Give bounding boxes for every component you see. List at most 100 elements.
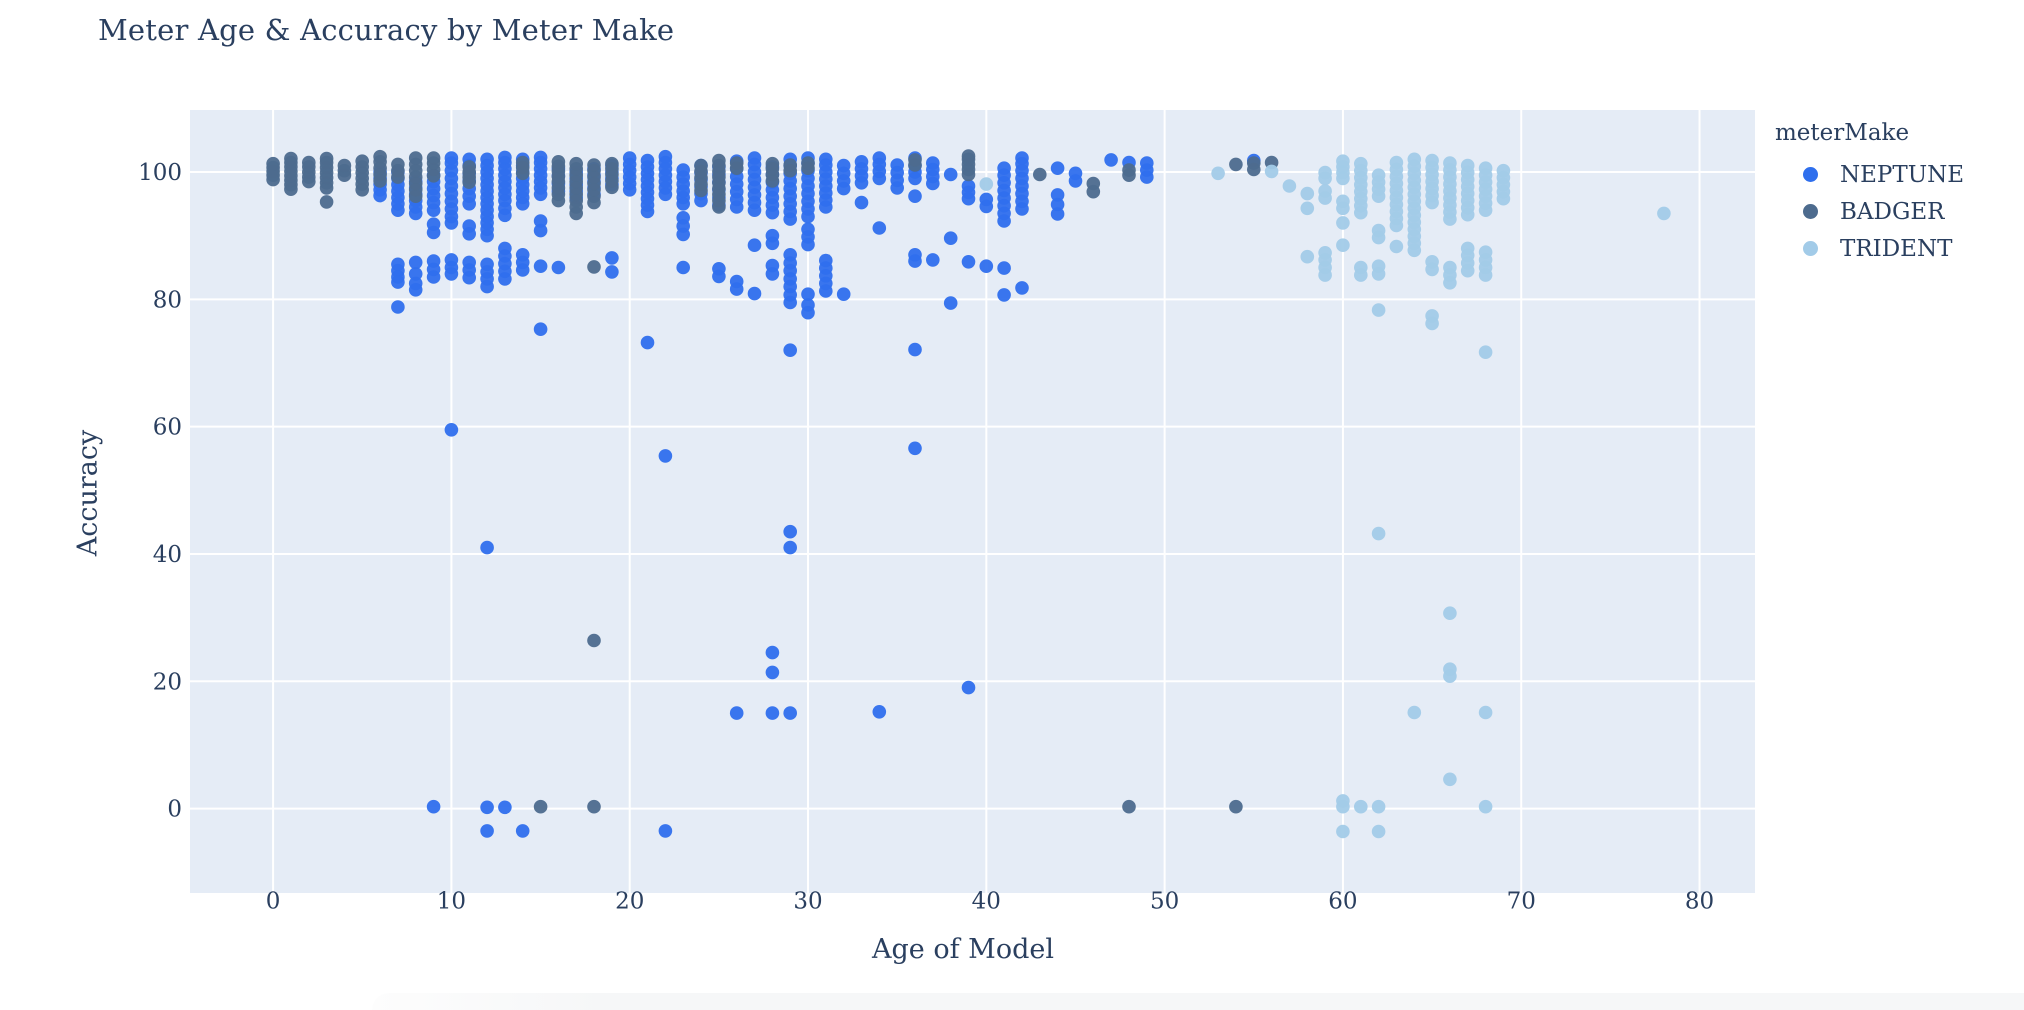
data-point-neptune[interactable] xyxy=(408,283,423,297)
data-point-badger[interactable] xyxy=(587,260,601,274)
data-point-badger[interactable] xyxy=(587,633,601,648)
data-point-trident[interactable] xyxy=(1478,268,1493,282)
data-point-trident[interactable] xyxy=(1336,799,1350,814)
data-point-badger[interactable] xyxy=(729,156,744,170)
data-point-neptune[interactable] xyxy=(533,223,548,238)
data-point-neptune[interactable] xyxy=(444,423,459,437)
data-point-trident[interactable] xyxy=(1407,243,1422,258)
data-point-badger[interactable] xyxy=(1122,799,1136,814)
data-point-neptune[interactable] xyxy=(640,153,655,168)
data-point-trident[interactable] xyxy=(1425,316,1439,331)
data-point-neptune[interactable] xyxy=(890,158,904,172)
data-point-neptune[interactable] xyxy=(676,163,690,177)
data-point-trident[interactable] xyxy=(1336,824,1350,839)
data-point-neptune[interactable] xyxy=(676,260,690,275)
data-point-neptune[interactable] xyxy=(747,151,762,165)
data-point-badger[interactable] xyxy=(1247,156,1261,170)
data-point-badger[interactable] xyxy=(337,158,352,173)
data-point-neptune[interactable] xyxy=(533,259,548,274)
data-point-badger[interactable] xyxy=(605,156,619,171)
data-point-trident[interactable] xyxy=(1371,189,1386,203)
data-point-trident[interactable] xyxy=(1443,669,1457,683)
data-point-neptune[interactable] xyxy=(640,335,655,350)
data-point-neptune[interactable] xyxy=(391,275,405,289)
data-point-neptune[interactable] xyxy=(729,706,744,720)
data-point-neptune[interactable] xyxy=(908,254,922,268)
data-point-badger[interactable] xyxy=(391,157,405,172)
data-point-badger[interactable] xyxy=(694,158,708,173)
data-point-badger[interactable] xyxy=(426,151,441,165)
data-point-neptune[interactable] xyxy=(997,261,1011,275)
data-point-neptune[interactable] xyxy=(783,706,797,720)
data-point-neptune[interactable] xyxy=(997,214,1011,228)
data-point-trident[interactable] xyxy=(1282,179,1297,193)
data-point-neptune[interactable] xyxy=(533,150,548,165)
data-point-neptune[interactable] xyxy=(1050,207,1065,221)
data-point-neptune[interactable] xyxy=(783,540,797,555)
data-point-neptune[interactable] xyxy=(854,155,869,169)
data-point-trident[interactable] xyxy=(1264,164,1279,179)
data-point-neptune[interactable] xyxy=(926,253,940,267)
data-point-trident[interactable] xyxy=(1211,166,1225,181)
data-point-neptune[interactable] xyxy=(1050,188,1065,202)
data-point-trident[interactable] xyxy=(1371,824,1386,839)
data-point-neptune[interactable] xyxy=(426,225,441,240)
data-point-neptune[interactable] xyxy=(765,665,780,680)
data-point-trident[interactable] xyxy=(1318,191,1332,205)
data-point-trident[interactable] xyxy=(1371,267,1386,281)
data-point-trident[interactable] xyxy=(1657,206,1671,221)
data-point-trident[interactable] xyxy=(1371,230,1386,245)
data-point-neptune[interactable] xyxy=(854,195,869,210)
data-point-neptune[interactable] xyxy=(658,449,673,463)
data-point-neptune[interactable] xyxy=(605,251,619,265)
data-point-trident[interactable] xyxy=(1336,201,1350,216)
data-point-neptune[interactable] xyxy=(533,214,548,228)
data-point-badger[interactable] xyxy=(302,155,316,170)
data-point-neptune[interactable] xyxy=(765,706,780,720)
data-point-trident[interactable] xyxy=(1478,799,1493,814)
data-point-neptune[interactable] xyxy=(426,799,441,814)
legend-item-neptune[interactable]: NEPTUNE xyxy=(1775,156,1964,193)
data-point-trident[interactable] xyxy=(1354,799,1368,814)
data-point-neptune[interactable] xyxy=(498,208,512,223)
data-point-neptune[interactable] xyxy=(498,150,512,165)
data-point-trident[interactable] xyxy=(1389,239,1404,254)
data-point-neptune[interactable] xyxy=(408,255,423,270)
data-point-neptune[interactable] xyxy=(765,267,780,281)
data-point-trident[interactable] xyxy=(1371,799,1386,814)
data-point-badger[interactable] xyxy=(1086,184,1101,199)
data-point-trident[interactable] xyxy=(1496,191,1511,206)
data-point-trident[interactable] xyxy=(1336,238,1350,252)
data-point-neptune[interactable] xyxy=(729,282,744,296)
data-point-neptune[interactable] xyxy=(765,236,780,251)
data-point-badger[interactable] xyxy=(1122,163,1136,177)
data-point-trident[interactable] xyxy=(979,177,994,191)
data-point-neptune[interactable] xyxy=(480,824,494,838)
data-point-trident[interactable] xyxy=(1460,207,1475,222)
data-point-trident[interactable] xyxy=(1371,526,1386,541)
data-point-neptune[interactable] xyxy=(783,295,797,310)
data-point-neptune[interactable] xyxy=(622,151,637,165)
data-point-trident[interactable] xyxy=(1336,171,1350,186)
data-point-neptune[interactable] xyxy=(961,680,976,695)
data-point-badger[interactable] xyxy=(587,799,601,814)
data-point-neptune[interactable] xyxy=(801,287,815,302)
data-point-trident[interactable] xyxy=(1300,249,1315,264)
data-point-neptune[interactable] xyxy=(943,296,958,310)
data-point-neptune[interactable] xyxy=(551,260,566,275)
data-point-neptune[interactable] xyxy=(480,540,494,555)
data-point-neptune[interactable] xyxy=(658,824,673,838)
data-point-badger[interactable] xyxy=(319,195,334,209)
data-point-badger[interactable] xyxy=(1229,157,1243,172)
data-point-badger[interactable] xyxy=(569,156,583,171)
data-point-neptune[interactable] xyxy=(801,237,815,252)
data-point-trident[interactable] xyxy=(1478,203,1493,217)
data-point-neptune[interactable] xyxy=(872,221,887,235)
data-point-trident[interactable] xyxy=(1443,772,1457,787)
data-point-badger[interactable] xyxy=(551,155,566,169)
data-point-neptune[interactable] xyxy=(480,228,494,243)
data-point-trident[interactable] xyxy=(1318,171,1332,186)
data-point-badger[interactable] xyxy=(355,154,370,168)
data-point-trident[interactable] xyxy=(1389,218,1404,233)
